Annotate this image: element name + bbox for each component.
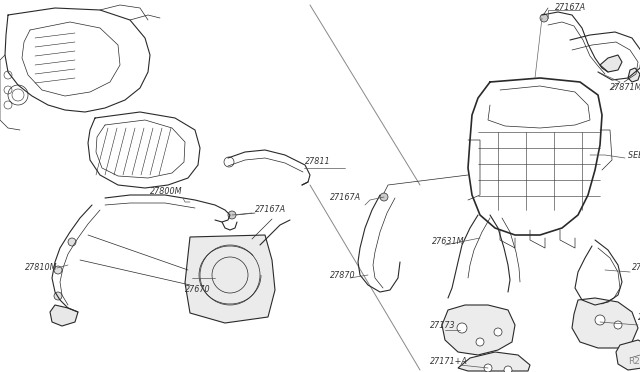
Text: 27631M: 27631M xyxy=(432,237,465,247)
Polygon shape xyxy=(572,298,638,348)
Circle shape xyxy=(494,328,502,336)
Text: 27670: 27670 xyxy=(185,285,211,295)
Text: 27800M: 27800M xyxy=(150,187,182,196)
Text: 27171K: 27171K xyxy=(632,263,640,273)
Text: 27173: 27173 xyxy=(430,321,456,330)
Text: 27870: 27870 xyxy=(330,270,356,279)
Circle shape xyxy=(68,238,76,246)
Polygon shape xyxy=(600,55,622,72)
Text: 27810M: 27810M xyxy=(25,263,58,273)
Circle shape xyxy=(380,193,388,201)
Circle shape xyxy=(484,364,492,372)
Polygon shape xyxy=(50,305,78,326)
Text: R273003C: R273003C xyxy=(628,357,640,366)
Circle shape xyxy=(54,266,62,274)
Text: 27871M: 27871M xyxy=(610,83,640,93)
Polygon shape xyxy=(628,68,640,82)
Circle shape xyxy=(228,211,236,219)
Circle shape xyxy=(504,366,512,372)
Circle shape xyxy=(476,338,484,346)
Polygon shape xyxy=(185,235,275,323)
Text: 27167A: 27167A xyxy=(330,193,361,202)
Text: 27171+A: 27171+A xyxy=(430,357,468,366)
Text: 27811: 27811 xyxy=(305,157,331,167)
Polygon shape xyxy=(616,340,640,370)
Text: 27167A: 27167A xyxy=(555,3,586,13)
Circle shape xyxy=(457,323,467,333)
Text: 27172: 27172 xyxy=(638,314,640,323)
Text: 27167A: 27167A xyxy=(255,205,286,215)
Circle shape xyxy=(595,315,605,325)
Polygon shape xyxy=(442,305,515,355)
Circle shape xyxy=(540,14,548,22)
Circle shape xyxy=(54,292,62,300)
Circle shape xyxy=(614,321,622,329)
Text: SEE SECTION 270: SEE SECTION 270 xyxy=(628,151,640,160)
Polygon shape xyxy=(458,352,530,371)
